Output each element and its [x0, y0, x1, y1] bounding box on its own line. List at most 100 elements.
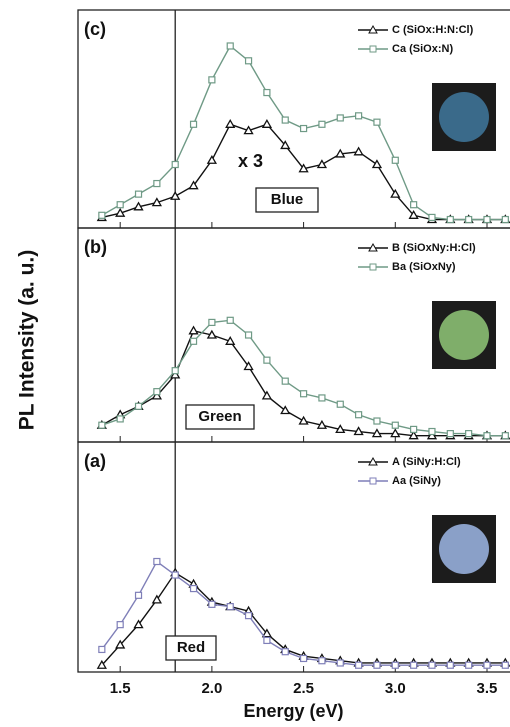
triangle-marker: [280, 405, 291, 415]
y-axis-label: PL Intensity (a. u.): [16, 250, 39, 430]
panel-label: (a): [84, 451, 106, 471]
square-marker: [336, 400, 344, 408]
square-marker: [501, 432, 509, 440]
square-marker: [116, 415, 124, 423]
square-marker: [465, 661, 473, 669]
label-box-text: Blue: [271, 191, 304, 208]
panel-frame: [77, 441, 510, 673]
square-marker: [446, 215, 454, 224]
square-marker: [410, 201, 418, 209]
x-tick-label: 2.0: [201, 680, 222, 697]
triangle-marker: [243, 125, 254, 135]
square-marker: [483, 215, 491, 224]
square-marker: [483, 661, 491, 669]
square-marker: [134, 190, 143, 198]
label-box: [165, 635, 217, 661]
square-marker: [336, 659, 344, 667]
triangle-marker: [115, 639, 126, 649]
inset-glow: [439, 524, 489, 574]
triangle-marker: [151, 594, 162, 604]
square-marker: [483, 432, 491, 440]
square-marker: [355, 411, 363, 419]
x-tick-label: 3.0: [385, 680, 406, 697]
square-marker: [281, 377, 289, 385]
legend-label: B (SiOxNy:H:Cl): [392, 242, 476, 254]
square-marker: [299, 654, 308, 663]
square-marker: [336, 114, 344, 122]
label-box-text: Red: [177, 639, 205, 656]
triangle-marker: [371, 159, 383, 169]
square-marker: [465, 215, 473, 224]
square-marker: [189, 584, 198, 593]
triangle-marker: [96, 659, 107, 669]
square-marker: [410, 425, 418, 434]
triangle-marker: [206, 154, 218, 164]
square-marker: [208, 600, 216, 608]
inset-glow: [439, 92, 489, 142]
square-marker: [208, 76, 216, 84]
square-marker: [373, 661, 381, 669]
square-marker: [428, 661, 436, 669]
square-marker: [98, 421, 106, 429]
legend-marker: [369, 45, 377, 53]
triangle-marker: [371, 428, 383, 438]
triangle-marker: [298, 163, 309, 173]
square-marker: [263, 88, 271, 97]
triangle-marker: [261, 628, 273, 638]
label-box: [255, 187, 319, 213]
square-marker: [244, 331, 253, 339]
triangle-marker: [316, 159, 328, 169]
legend-marker: [369, 477, 377, 485]
legend-marker: [369, 263, 377, 271]
triangle-marker: [133, 201, 144, 211]
legend-label: Ca (SiOx:N): [392, 43, 453, 55]
triangle-marker: [353, 146, 364, 156]
square-marker: [299, 390, 308, 398]
square-marker: [465, 430, 473, 438]
triangle-marker: [316, 419, 328, 429]
square-marker: [263, 356, 271, 364]
triangle-marker: [133, 619, 144, 629]
square-marker: [153, 388, 161, 396]
square-marker: [189, 120, 198, 128]
annotation: x 3: [238, 151, 263, 171]
square-marker: [226, 42, 234, 50]
triangle-marker: [225, 335, 236, 345]
legend-label: Aa (SiNy): [392, 475, 441, 487]
square-marker: [171, 160, 179, 169]
legend-label: A (SiNy:H:Cl): [392, 456, 461, 468]
square-marker: [299, 124, 308, 133]
square-marker: [410, 661, 418, 669]
inset-glow: [439, 310, 489, 360]
square-marker: [428, 427, 436, 436]
square-marker: [318, 120, 326, 128]
triangle-marker: [170, 369, 181, 379]
square-marker: [189, 337, 198, 345]
square-marker: [391, 421, 399, 429]
x-tick-label: 2.5: [293, 680, 314, 697]
triangle-marker: [353, 426, 364, 436]
square-marker: [171, 367, 179, 375]
square-marker: [501, 661, 509, 669]
triangle-marker: [426, 430, 438, 440]
square-marker: [446, 661, 454, 669]
panel-label: (c): [84, 19, 106, 39]
square-marker: [244, 612, 253, 620]
square-marker: [244, 57, 253, 65]
legend-marker: [368, 242, 378, 252]
triangle-marker: [188, 180, 199, 190]
triangle-marker: [115, 207, 126, 217]
square-marker: [134, 402, 143, 410]
square-marker: [355, 661, 363, 669]
label-box: [185, 404, 255, 430]
square-marker: [373, 118, 381, 126]
panel-label: (b): [84, 237, 107, 257]
triangle-marker: [298, 415, 309, 425]
legend-marker: [368, 456, 378, 466]
triangle-marker: [206, 329, 218, 339]
triangle-marker: [188, 325, 199, 335]
triangle-marker: [170, 190, 181, 200]
square-marker: [208, 318, 216, 327]
square-marker: [373, 417, 381, 425]
